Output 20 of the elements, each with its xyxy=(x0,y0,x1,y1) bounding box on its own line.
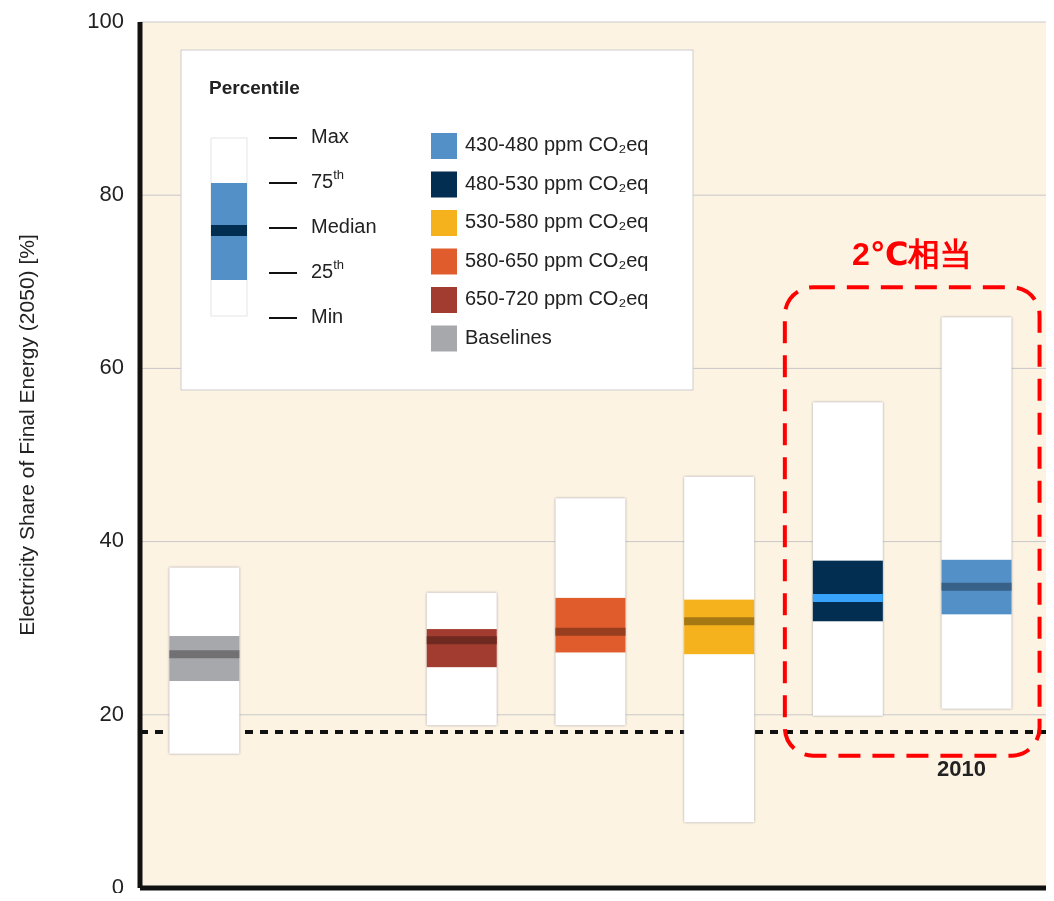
legend-label: 430-480 ppm CO₂eq xyxy=(465,133,649,156)
annotation: Min xyxy=(311,305,344,328)
y-tick-label: 80 xyxy=(99,181,124,207)
annotation: Max xyxy=(311,125,349,148)
annotation: 2℃相当 xyxy=(851,236,973,273)
annotation: Median xyxy=(311,215,377,238)
y-tick-label: 100 xyxy=(87,7,124,33)
y-tick-label: 20 xyxy=(99,700,124,726)
legend-label: 650-720 ppm CO₂eq xyxy=(465,287,649,310)
y-tick-label: 40 xyxy=(99,527,124,553)
legend-title: Percentile xyxy=(209,77,300,98)
annotation: 25$^{th}$ xyxy=(311,256,345,283)
legend-label: Baselines xyxy=(465,325,552,348)
y-tick-label: 60 xyxy=(99,354,124,380)
legend-label: 480-530 ppm CO₂eq xyxy=(465,171,649,194)
y-axis-title: Electricity Share of Final Energy (2050) [%] xyxy=(14,234,38,636)
legend-label: 530-580 ppm CO₂eq xyxy=(465,210,649,233)
annotation: 75$^{th}$ xyxy=(311,166,345,193)
annotation: 2010 xyxy=(937,756,987,782)
legend-label: 580-650 ppm CO₂eq xyxy=(465,248,649,271)
